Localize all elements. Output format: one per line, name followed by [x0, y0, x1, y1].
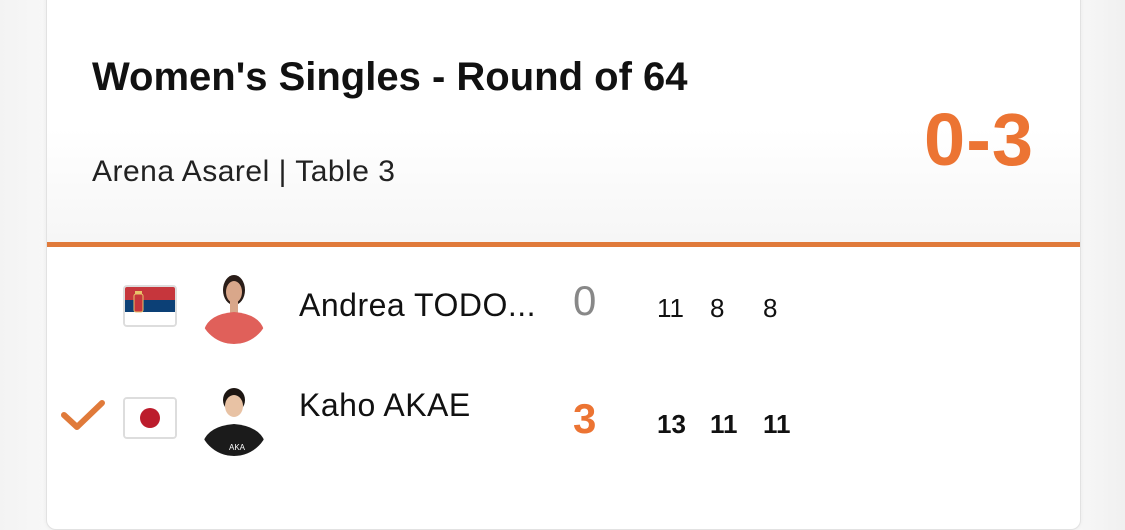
player-row: Andrea TODO... 0 11 8 8: [47, 263, 1080, 353]
game-score: 11: [657, 293, 684, 323]
player-row: AKA Kaho AKAE 3 13 11 11: [47, 375, 1080, 465]
japan-flag-icon: [123, 397, 177, 439]
svg-text:AKA: AKA: [229, 443, 246, 452]
game-score: 11: [763, 409, 791, 439]
player-avatar: [199, 268, 269, 344]
winner-check-icon: [61, 400, 105, 430]
match-venue: Arena Asarel | Table 3: [92, 155, 396, 188]
match-card[interactable]: Women's Singles - Round of 64 Arena Asar…: [46, 0, 1081, 530]
serbia-flag-icon: [123, 285, 177, 327]
game-score: 13: [657, 409, 686, 439]
player-name[interactable]: Kaho AKAE: [299, 387, 471, 423]
match-score: 0-3: [924, 98, 1034, 181]
game-score: 8: [710, 293, 725, 323]
game-scores: 11 8 8: [657, 293, 816, 324]
player-sets: 3: [573, 395, 597, 442]
player-avatar: AKA: [199, 380, 269, 456]
player-sets: 0: [573, 277, 597, 324]
player-name[interactable]: Andrea TODO...: [299, 287, 537, 323]
match-title: Women's Singles - Round of 64: [92, 55, 688, 99]
game-scores: 13 11 11: [657, 409, 816, 440]
match-header: Women's Singles - Round of 64 Arena Asar…: [47, 0, 1080, 247]
game-score: 8: [763, 293, 778, 323]
game-score: 11: [710, 409, 738, 439]
